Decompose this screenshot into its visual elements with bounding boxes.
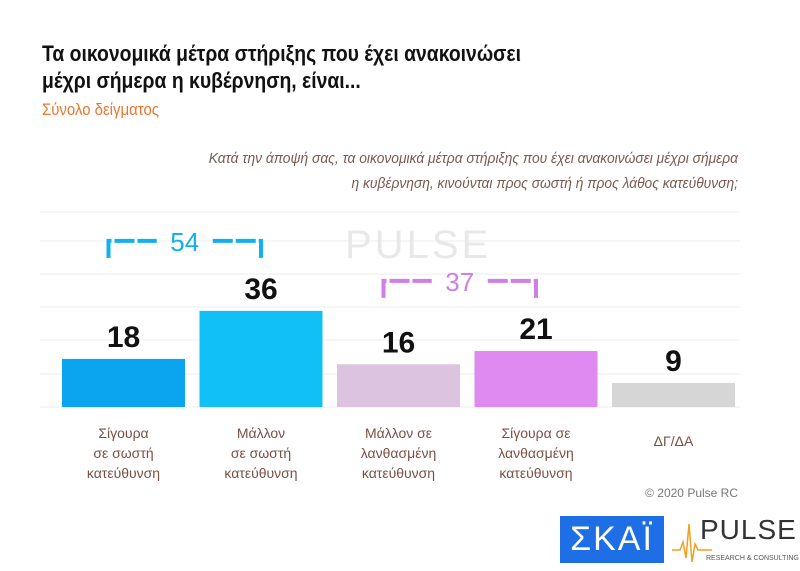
survey-question: Κατά την άποψή σας, τα οικονομικά μέτρα … [94, 146, 738, 196]
category-label: λανθασμένη [498, 445, 574, 461]
group-bracket [106, 238, 263, 258]
bar [199, 310, 323, 407]
bar [612, 382, 735, 407]
title-line: Τα οικονομικά μέτρα στήριξης που έχει αν… [42, 41, 521, 66]
category-label: Μάλλον σε [365, 425, 432, 441]
bar [474, 350, 598, 407]
value-label: 9 [665, 345, 682, 378]
copyright: © 2020 Pulse RC [645, 486, 738, 500]
group-total-label: 54 [170, 227, 199, 257]
bar [337, 364, 460, 407]
group-bracket [381, 278, 538, 298]
group-total-label: 37 [445, 267, 474, 297]
category-label: κατεύθυνση [224, 465, 297, 481]
value-label: 16 [382, 326, 415, 359]
title-line: μέχρι σήμερα η κυβέρνηση, είναι... [42, 68, 361, 93]
value-label: 18 [107, 321, 140, 354]
pulse-logo-text: PULSE [700, 514, 797, 545]
category-label: κατεύθυνση [499, 465, 572, 481]
question-line: Κατά την άποψή σας, τα οικονομικά μέτρα … [208, 150, 738, 167]
value-label: 21 [519, 313, 552, 346]
category-label: ΔΓ/ΔΑ [654, 433, 694, 449]
category-label: Μάλλον [237, 425, 285, 441]
pulse-logo: PULSE RESEARCH & CONSULTING [672, 514, 799, 568]
pulse-logo-tagline: RESEARCH & CONSULTING [706, 555, 799, 562]
question-line: η κυβέρνηση, κινούνται προς σωστή ή προς… [351, 175, 738, 192]
category-label: Σίγουρα [98, 425, 148, 441]
watermark: PULSE [345, 223, 491, 267]
bar [62, 358, 185, 407]
pulse-wave-icon [672, 523, 712, 563]
skai-logo: ΣΚΑΪ [560, 516, 664, 563]
category-label: κατεύθυνση [362, 465, 435, 481]
category-label: σε σωστή [93, 445, 153, 461]
category-label: λανθασμένη [361, 445, 437, 461]
chart-subtitle: Σύνολο δείγματος [42, 100, 159, 119]
chart-title: Τα οικονομικά μέτρα στήριξης που έχει αν… [42, 40, 521, 94]
category-label: Σίγουρα σε [501, 425, 570, 441]
category-label: κατεύθυνση [87, 465, 160, 481]
category-label: σε σωστή [231, 445, 291, 461]
value-label: 36 [244, 273, 277, 306]
